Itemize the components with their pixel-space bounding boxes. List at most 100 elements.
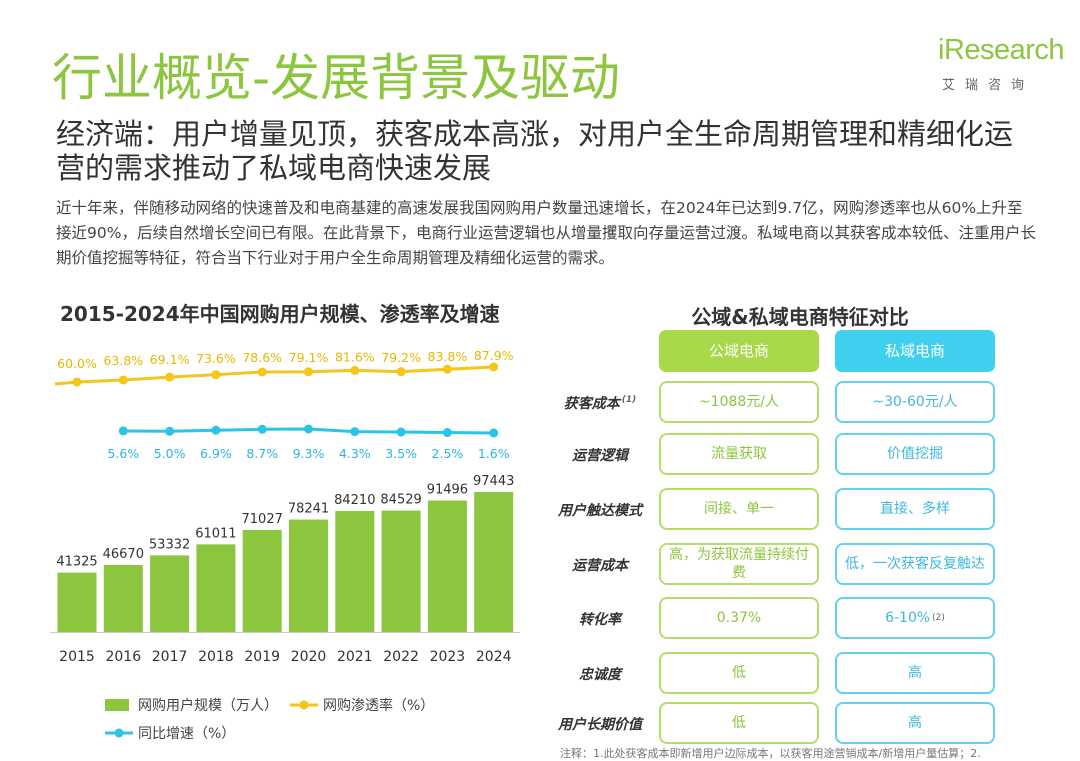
cell-public: ~1088元/人	[659, 381, 819, 423]
x-tick-label: 2021	[337, 649, 373, 665]
cell-private: 高	[835, 652, 995, 694]
row-label-text: 用户长期价值	[558, 717, 642, 733]
row-label-text: 用户触达模式	[558, 503, 642, 519]
legend-label: 网购渗透率（%）	[323, 697, 434, 714]
bar-value-label: 78241	[288, 502, 329, 517]
growth-value-label: 3.5%	[385, 446, 417, 461]
growth-point	[396, 427, 406, 437]
growth-value-label: 5.0%	[154, 446, 186, 461]
row-label-text: 转化率	[579, 612, 621, 628]
cell-private-text: ~30-60元/人	[872, 394, 958, 410]
cell-footnote-mark: (2)	[932, 613, 945, 623]
page-subtitle: 经济端：用户增量见顶，获客成本高涨，对用户全生命周期管理和精细化运营的需求推动了…	[56, 117, 1014, 185]
penetration-value-label: 87.9%	[474, 348, 514, 363]
cell-public: 流量获取	[659, 433, 819, 475]
cell-public: 低	[659, 702, 819, 744]
cell-private-text: 价值挖掘	[887, 446, 943, 462]
row-label: 用户长期价值	[545, 714, 655, 734]
bar-value-label: 61011	[195, 526, 236, 541]
x-tick-label: 2023	[430, 649, 466, 665]
penetration-point	[165, 372, 175, 382]
cell-private-text: 6-10%	[885, 610, 931, 626]
growth-value-label: 8.7%	[246, 446, 278, 461]
growth-value-label: 2.5%	[432, 446, 464, 461]
penetration-line	[76, 365, 494, 384]
cell-public: 低	[659, 652, 819, 694]
cell-private: 6-10% (2)	[835, 597, 995, 639]
penetration-value-label: 79.1%	[289, 350, 329, 365]
bar-user-scale	[381, 510, 421, 632]
bar-value-label: 53332	[149, 537, 190, 552]
bar-user-scale	[196, 544, 236, 632]
bar-user-scale	[242, 529, 282, 632]
legend-label: 同比增速（%）	[138, 726, 235, 742]
bar-value-label: 97443	[473, 474, 514, 489]
cell-private: ~30-60元/人	[835, 381, 995, 423]
comparison-title: 公域&私域电商特征对比	[691, 305, 909, 329]
penetration-point	[442, 364, 452, 374]
growth-point	[165, 426, 175, 436]
x-tick-label: 2022	[383, 649, 419, 665]
chart-title: 2015-2024年中国网购用户规模、渗透率及增速	[60, 302, 500, 326]
row-label: 用户触达模式	[545, 500, 655, 520]
penetration-point	[489, 362, 499, 372]
cell-private-text: 高	[908, 665, 922, 681]
legend-swatch-bar	[105, 699, 129, 711]
growth-value-label: 1.6%	[478, 446, 510, 461]
legend-swatch-dot	[114, 728, 124, 738]
row-label: 运营成本	[545, 555, 655, 575]
combo-chart: 41325 46670 53332 61011 71027 78241 84210 84529…	[50, 348, 520, 742]
legend-swatch-dot	[299, 700, 309, 710]
penetration-value-label: 83.8%	[428, 349, 468, 364]
growth-point	[350, 427, 360, 437]
growth-point	[257, 424, 267, 434]
cell-public: 高，为获取流量持续付费	[659, 543, 819, 585]
penetration-point	[72, 377, 82, 387]
bar-value-label: 46670	[103, 547, 144, 562]
x-tick-label: 2016	[105, 649, 141, 665]
growth-point	[489, 428, 499, 438]
bar-user-scale	[103, 564, 143, 632]
penetration-point	[118, 375, 128, 385]
growth-value-label: 6.9%	[200, 446, 232, 461]
bar-value-label: 41325	[56, 555, 97, 570]
row-label: 获客成本 (1)	[545, 393, 655, 413]
intro-paragraph: 近十年来，伴随移动网络的快速普及和电商基建的高速发展我国网购用户数量迅速增长，在…	[56, 199, 1036, 267]
cell-private-text: 直接、多样	[880, 501, 950, 517]
cell-private-text: 高	[908, 715, 922, 731]
bar-user-scale	[335, 511, 375, 632]
x-tick-label: 2018	[198, 649, 234, 665]
penetration-value-label: 73.6%	[196, 351, 236, 366]
penetration-value-label: 81.6%	[335, 349, 375, 364]
logo-word: iResearch	[938, 34, 1065, 66]
column-header-private: 私域电商	[835, 330, 995, 372]
bar-user-scale	[57, 572, 97, 632]
penetration-point	[211, 370, 221, 380]
cell-public: 0.37%	[659, 597, 819, 639]
footnote: 注释：1.此处获客成本即新增用户边际成本，以获客用途营销成本/新增用户量估算；2…	[560, 747, 981, 760]
logo-chinese: 艾瑞咨询	[942, 78, 1035, 93]
penetration-point	[304, 367, 313, 377]
penetration-value-label: 63.8%	[103, 353, 143, 368]
cell-private: 直接、多样	[835, 488, 995, 530]
row-label-text: 运营逻辑	[572, 448, 628, 464]
growth-point	[442, 428, 452, 438]
page-title: 行业概览-发展背景及驱动	[52, 49, 621, 107]
bar-user-scale	[427, 500, 467, 632]
x-tick-label: 2020	[291, 649, 327, 665]
x-tick-label: 2017	[152, 649, 188, 665]
row-label: 转化率	[545, 609, 655, 629]
growth-point	[304, 424, 313, 434]
cell-private: 低，一次获客反复触达	[835, 543, 995, 585]
row-label: 运营逻辑	[545, 445, 655, 465]
penetration-value-label: 79.2%	[381, 350, 421, 365]
penetration-value-label: 69.1%	[150, 352, 190, 367]
penetration-point	[257, 367, 267, 377]
penetration-value-label: 60.0%	[57, 356, 97, 371]
row-footnote-mark: (1)	[621, 395, 637, 406]
growth-value-label: 4.3%	[339, 446, 371, 461]
cell-private: 价值挖掘	[835, 433, 995, 475]
penetration-point	[350, 365, 360, 375]
growth-point	[211, 425, 221, 435]
bar-user-scale	[289, 519, 328, 632]
